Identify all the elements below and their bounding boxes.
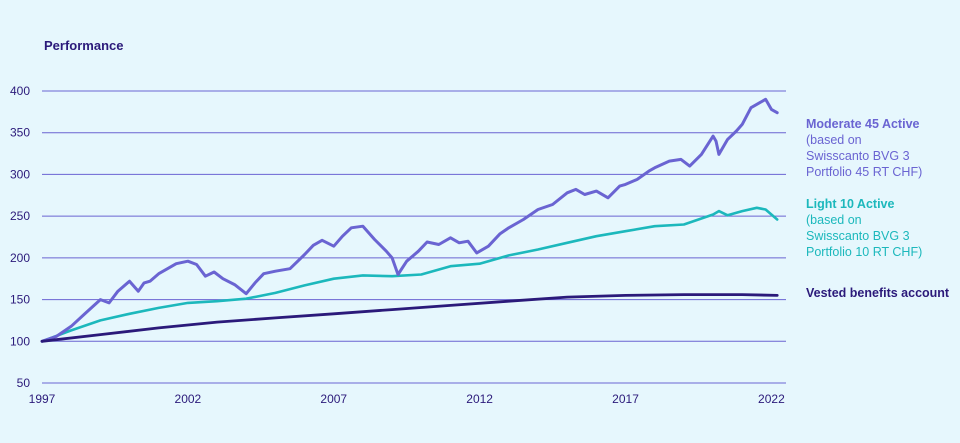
legend-light-10: Light 10 Active (based on Swisscanto BVG… [806,196,922,260]
y-tick-label-100: 100 [10,334,30,348]
x-tick-label-2002: 2002 [175,392,202,406]
chart-title: Performance [44,38,124,53]
y-tick-label-350: 350 [10,126,30,140]
legend-moderate-45-name: Moderate 45 Active [806,117,920,131]
x-tick-label-2017: 2017 [612,392,639,406]
y-tick-label-200: 200 [10,251,30,265]
y-tick-label-300: 300 [10,167,30,181]
legend-moderate-45-sub-2: Swisscanto BVG 3 [806,149,910,163]
x-tick-label-2012: 2012 [466,392,493,406]
legend-light-10-sub-1: (based on [806,213,862,227]
series-line-moderate-45 [40,97,779,343]
legend-light-10-name: Light 10 Active [806,197,895,211]
legend-moderate-45: Moderate 45 Active (based on Swisscanto … [806,116,922,180]
y-tick-label-250: 250 [10,209,30,223]
x-tick-label-2022: 2022 [758,392,785,406]
legend-light-10-sub-3: Portfolio 10 RT CHF) [806,245,923,259]
legend-vested-benefits-name: Vested benefits account [806,286,950,300]
y-tick-label-400: 400 [10,84,30,98]
legend-moderate-45-sub-1: (based on [806,133,862,147]
legend-moderate-45-sub-3: Portfolio 45 RT CHF) [806,165,923,179]
series-line-light-10 [40,206,779,343]
x-tick-label-2007: 2007 [320,392,347,406]
y-tick-label-50: 50 [17,376,31,390]
series-line-vested-benefits [40,293,779,343]
x-tick-label-1997: 1997 [29,392,56,406]
legend-light-10-sub-2: Swisscanto BVG 3 [806,229,910,243]
y-tick-label-150: 150 [10,293,30,307]
legend-vested-benefits: Vested benefits account [806,285,949,301]
